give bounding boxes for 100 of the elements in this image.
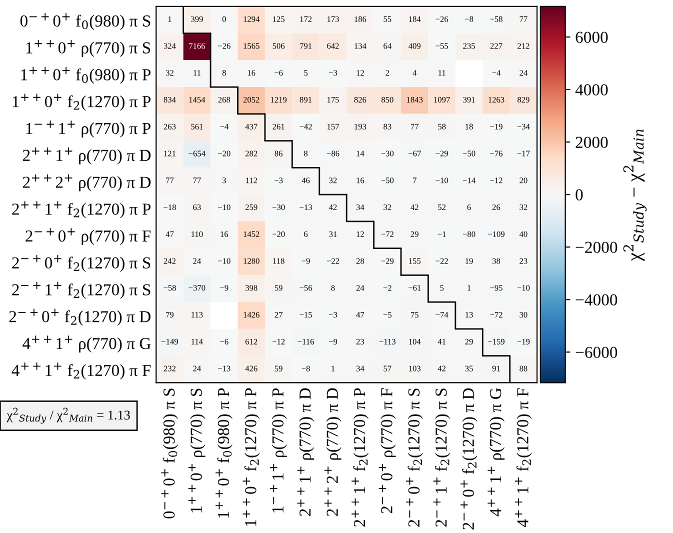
data-label: 59 <box>274 366 282 372</box>
data-label: −19 <box>490 124 502 130</box>
x-tick-label: 1$^{++}$0$^{+}$ f$_{0}$(980) π P <box>216 388 232 518</box>
data-label: −12 <box>490 178 502 184</box>
data-label: 173 <box>327 16 339 22</box>
data-label: 12 <box>356 70 364 76</box>
data-label: 34 <box>356 204 364 210</box>
data-label: 1280 <box>244 258 260 264</box>
y-tick-label: 2$^{−+}$0$^{+}$ ρ(770) π F <box>26 228 151 246</box>
data-label: 1565 <box>244 43 260 49</box>
data-label: 5 <box>440 285 444 291</box>
data-label: −10 <box>218 204 230 210</box>
x-tick-label: 2$^{++}$1$^{+}$ f$_{2}$(1270) π P <box>352 388 369 527</box>
data-label: 52 <box>438 204 446 210</box>
data-label: −10 <box>436 178 448 184</box>
data-label: −95 <box>490 285 502 291</box>
data-label: 829 <box>518 96 530 103</box>
data-label: 16 <box>248 70 256 76</box>
data-label: −3 <box>328 70 338 76</box>
data-label: 268 <box>218 96 230 103</box>
data-label: 2 <box>386 70 390 76</box>
data-label: −18 <box>164 204 176 210</box>
data-label: 391 <box>463 96 475 103</box>
data-label: −26 <box>436 16 448 22</box>
data-label: −13 <box>300 204 312 210</box>
data-label: 24 <box>193 366 201 372</box>
data-label: 1097 <box>434 96 450 103</box>
data-label: 4 <box>412 70 417 76</box>
y-tick-label: 2$^{−+}$1$^{+}$ f$_{2}$(1270) π S <box>12 282 150 299</box>
data-label: 24 <box>520 70 528 76</box>
data-label: 42 <box>410 204 418 210</box>
data-label: 29 <box>465 338 473 344</box>
data-label: 263 <box>164 124 176 130</box>
x-tick-label: 2$^{−+}$0$^{+}$ f$_{2}$(1270) π D <box>460 388 478 530</box>
data-label: −56 <box>300 285 312 291</box>
data-label: 850 <box>381 96 394 103</box>
data-label: −2 <box>383 285 392 291</box>
data-label: 24 <box>356 285 364 291</box>
data-label: 13 <box>466 312 473 318</box>
data-label: 259 <box>245 204 258 210</box>
data-label: 1426 <box>244 312 260 318</box>
data-label: 42 <box>328 204 337 210</box>
data-label: 64 <box>384 43 392 49</box>
data-label: −58 <box>490 16 502 22</box>
x-tick-label: 1$^{++}$0$^{+}$ f$_{2}$(1270) π P <box>242 388 260 526</box>
data-label: −14 <box>462 178 476 184</box>
data-label: 1294 <box>244 16 260 22</box>
data-label: −72 <box>490 312 502 318</box>
data-label: −13 <box>218 366 230 372</box>
data-label: 23 <box>356 338 364 344</box>
data-label: 118 <box>273 258 284 264</box>
data-label: 79 <box>166 312 174 318</box>
x-tick-label: 1$^{−+}$1$^{+}$ ρ(770) π P <box>270 388 287 512</box>
data-label: 83 <box>384 124 392 130</box>
data-label: −8 <box>465 16 474 22</box>
data-label: 58 <box>438 124 446 130</box>
data-label: 30 <box>520 312 528 318</box>
x-tick-label: 2$^{−+}$0$^{+}$ f$_{2}$(1270) π S <box>406 388 423 527</box>
data-label: 506 <box>272 43 285 49</box>
color-bar-label: −2000 <box>576 242 618 254</box>
data-label: 16 <box>220 231 228 237</box>
data-label: 11 <box>438 70 446 76</box>
data-label: 6 <box>467 204 471 210</box>
data-label: 834 <box>164 96 176 103</box>
data-label: 1219 <box>270 96 287 103</box>
data-label: −30 <box>381 150 394 156</box>
data-label: −55 <box>436 43 448 49</box>
data-label: 3 <box>222 178 226 184</box>
y-tick-label: 2$^{++}$2$^{+}$ ρ(770) π D <box>23 174 151 192</box>
data-label: 398 <box>246 285 258 291</box>
data-label: 47 <box>356 312 364 318</box>
data-label: −15 <box>300 312 312 318</box>
data-label: −58 <box>164 285 176 291</box>
data-label: 32 <box>166 70 174 76</box>
data-label: 12 <box>356 231 364 237</box>
data-label: 1 <box>168 16 172 22</box>
data-label: 110 <box>192 231 203 237</box>
y-tick-label: 1$^{++}$0$^{+}$ ρ(770) π S <box>26 40 150 57</box>
data-label: −20 <box>218 150 230 156</box>
data-label: 24 <box>193 258 201 264</box>
data-label: 242 <box>164 258 176 264</box>
data-label: −8 <box>302 366 310 372</box>
data-label: 186 <box>354 16 366 22</box>
data-label: 212 <box>518 43 530 49</box>
data-label: 8 <box>331 285 335 291</box>
data-label: 235 <box>463 43 475 49</box>
data-label: −34 <box>517 124 530 130</box>
data-label: 5 <box>304 70 308 76</box>
data-label: 35 <box>465 366 473 372</box>
data-label: 42 <box>438 366 446 372</box>
x-tick-label: 4$^{++}$1$^{+}$ f$_{2}$(1270) π F <box>514 388 532 528</box>
data-label: 75 <box>411 312 418 318</box>
data-label: 1454 <box>189 96 206 103</box>
data-label: −6 <box>274 70 283 76</box>
y-tick-label: 1$^{++}$0$^{+}$ f$_{2}$(1270) π P <box>12 94 151 111</box>
data-label: −26 <box>218 43 230 49</box>
data-label: 261 <box>272 124 284 130</box>
data-label: 112 <box>246 178 257 184</box>
data-label: 55 <box>384 16 392 22</box>
data-label: 20 <box>520 178 528 184</box>
